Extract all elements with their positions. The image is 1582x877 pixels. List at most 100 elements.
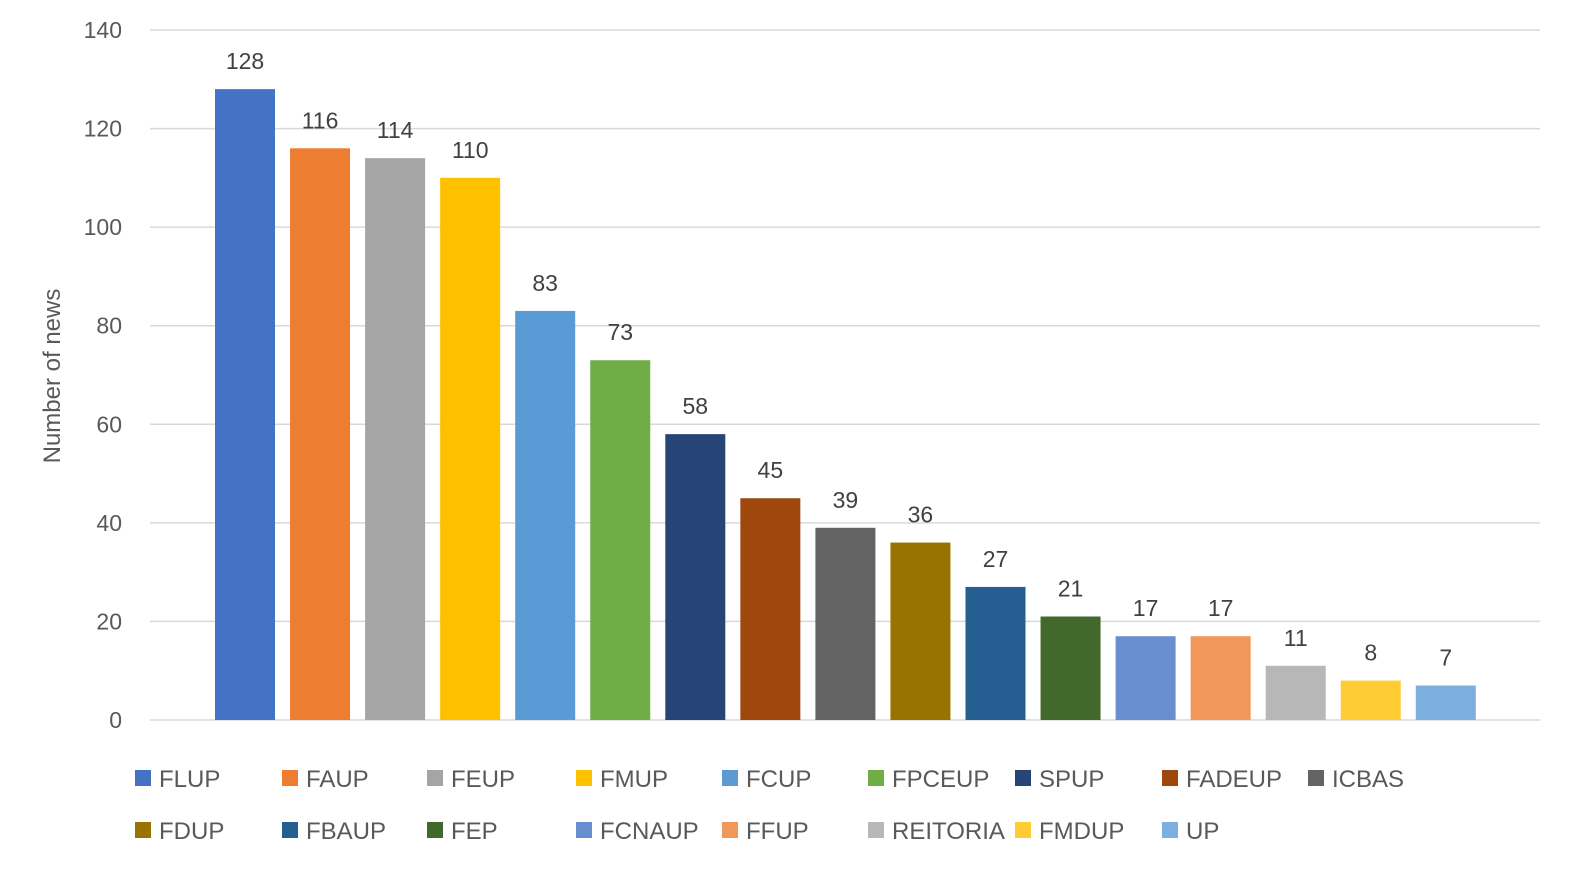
legend-item: FEUP (427, 766, 515, 793)
data-label: 58 (683, 393, 709, 419)
legend-swatch (576, 822, 592, 838)
bar-fmup (440, 177, 501, 720)
legend-item: FFUP (722, 818, 809, 845)
y-axis-ticks: 0 20 40 60 80 100 120 140 (84, 17, 122, 733)
legend-item: FMDUP (1015, 818, 1124, 845)
legend-label: FMUP (600, 766, 668, 793)
data-label: 114 (377, 117, 414, 143)
data-label: 110 (452, 137, 489, 163)
legend-item: SPUP (1015, 766, 1104, 793)
legend-swatch (722, 770, 738, 786)
legend-swatch (427, 770, 443, 786)
legend-label: FFUP (746, 818, 809, 845)
legend-label: FCNAUP (600, 818, 699, 845)
bar-ffup (1190, 636, 1251, 720)
legend-label: ICBAS (1332, 766, 1404, 793)
legend-item: UP (1162, 818, 1219, 845)
bar-fpceup (590, 360, 651, 720)
legend-label: FEUP (451, 766, 515, 793)
legend-item: FMUP (576, 766, 668, 793)
data-label: 7 (1439, 645, 1452, 671)
legend-swatch (1015, 822, 1031, 838)
legend-item: FCNAUP (576, 818, 699, 845)
data-label: 73 (607, 319, 633, 345)
legend-item: FDUP (135, 818, 224, 845)
data-label: 27 (983, 546, 1009, 572)
bar-fbaup (965, 586, 1026, 720)
bar-flup (215, 89, 275, 720)
data-label: 83 (532, 270, 558, 296)
y-tick-label: 80 (96, 313, 122, 339)
legend-swatch (282, 770, 298, 786)
legend-item: FLUP (135, 766, 220, 793)
y-tick-label: 40 (96, 510, 122, 536)
legend-swatch (868, 822, 884, 838)
legend-label: SPUP (1039, 766, 1104, 793)
legend-swatch (722, 822, 738, 838)
bar-fep (1040, 616, 1101, 720)
legend-item: FPCEUP (868, 766, 989, 793)
legend-item: FEP (427, 818, 498, 845)
bar-fdup (890, 542, 951, 720)
data-label: 17 (1208, 595, 1234, 621)
bar-spup (665, 434, 726, 720)
bar-reitoria (1265, 665, 1326, 720)
legend-item: REITORIA (868, 818, 1005, 845)
legend-swatch (1162, 770, 1178, 786)
legend-swatch (135, 822, 151, 838)
legend-swatch (576, 770, 592, 786)
data-label: 128 (226, 48, 264, 74)
bar-up (1415, 685, 1476, 720)
bar-feup (365, 158, 426, 721)
legend-label: FBAUP (306, 818, 386, 845)
legend-label: UP (1186, 818, 1219, 845)
legend-swatch (1308, 770, 1324, 786)
bar-fcup (515, 310, 576, 720)
data-labels: 128 116 114 110 83 73 58 45 39 36 27 21 17 17 11 8 7 (226, 48, 1452, 670)
data-label: 17 (1133, 595, 1159, 621)
legend-label: FEP (451, 818, 498, 845)
y-tick-label: 100 (84, 214, 122, 240)
data-label: 8 (1364, 640, 1377, 666)
data-label: 36 (908, 502, 934, 528)
legend-swatch (1162, 822, 1178, 838)
legend-label: FLUP (159, 766, 220, 793)
y-tick-label: 20 (96, 608, 122, 634)
legend-label: FADEUP (1186, 766, 1282, 793)
bar-fcnaup (1115, 636, 1176, 720)
data-label: 11 (1284, 625, 1308, 651)
legend-label: FAUP (306, 766, 369, 793)
data-label: 116 (302, 107, 339, 133)
bar-fmdup (1340, 680, 1401, 720)
data-label: 39 (833, 487, 859, 513)
legend-swatch (1015, 770, 1031, 786)
y-tick-label: 60 (96, 411, 122, 437)
y-tick-label: 140 (84, 17, 122, 43)
legend-item: ICBAS (1308, 766, 1404, 793)
bar-faup (290, 148, 351, 721)
y-tick-label: 120 (84, 116, 122, 142)
legend: FLUP FAUP FEUP FMUP FCUP FPCEUP SPUP FADEUP ICBA… (135, 766, 1404, 845)
data-label: 21 (1058, 576, 1084, 602)
legend-item: FAUP (282, 766, 369, 793)
data-label: 45 (758, 457, 784, 483)
bars (215, 89, 1476, 721)
y-tick-label: 0 (109, 707, 122, 733)
legend-label: FPCEUP (892, 766, 989, 793)
bar-icbas (815, 527, 876, 720)
legend-label: FDUP (159, 818, 224, 845)
legend-swatch (427, 822, 443, 838)
legend-item: FBAUP (282, 818, 386, 845)
legend-swatch (868, 770, 884, 786)
legend-item: FADEUP (1162, 766, 1282, 793)
legend-label: FCUP (746, 766, 811, 793)
bar-fadeup (740, 498, 801, 720)
legend-label: FMDUP (1039, 818, 1124, 845)
legend-label: REITORIA (892, 818, 1005, 845)
legend-item: FCUP (722, 766, 811, 793)
legend-swatch (135, 770, 151, 786)
y-axis-title: Number of news (39, 289, 66, 464)
legend-swatch (282, 822, 298, 838)
